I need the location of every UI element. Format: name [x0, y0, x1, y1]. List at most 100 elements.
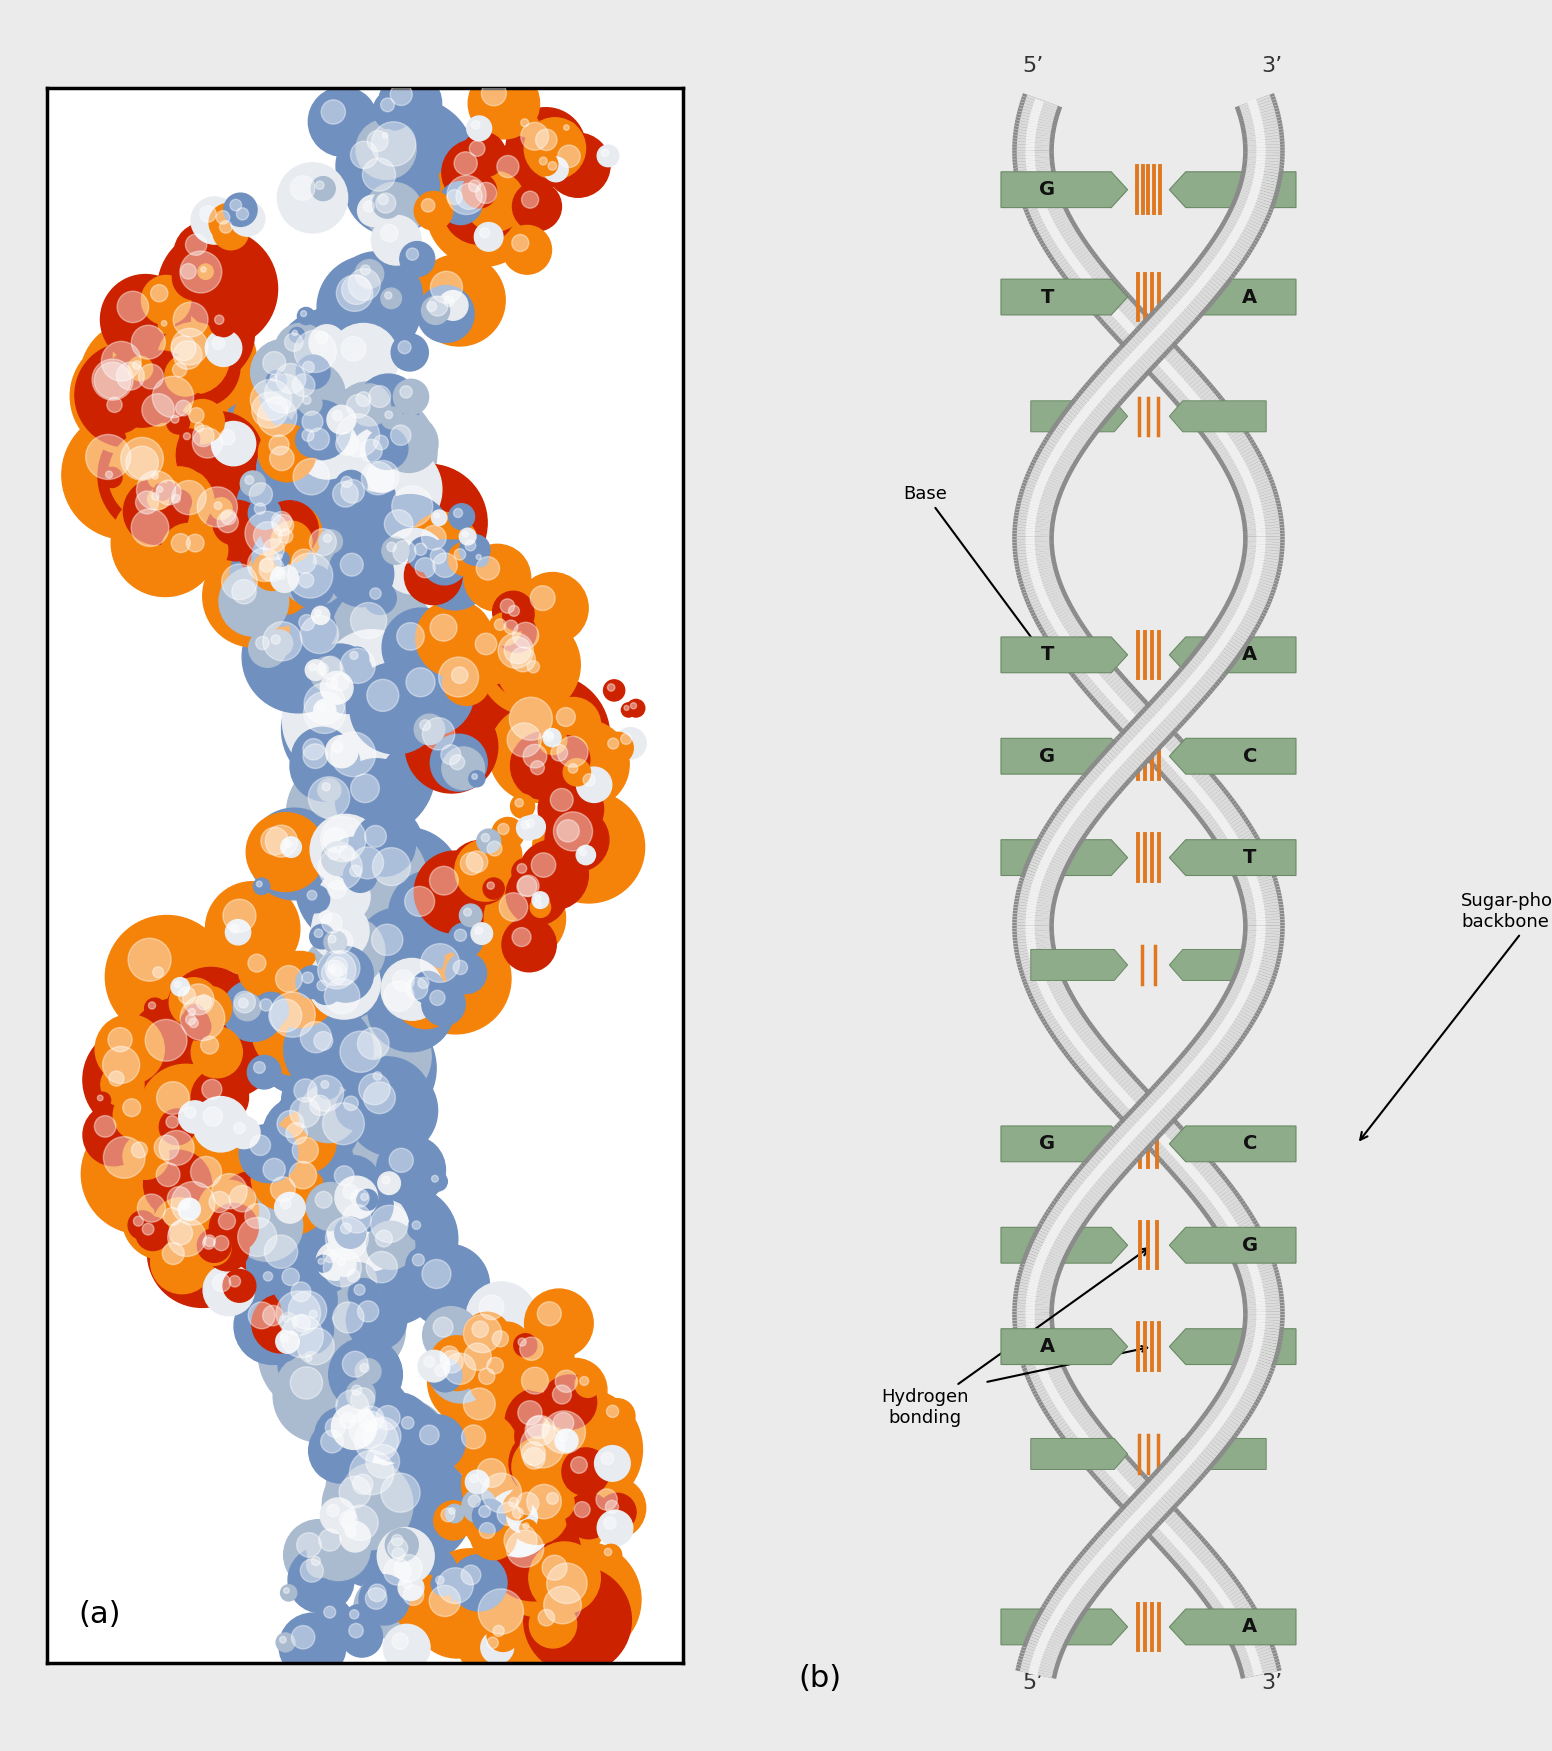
Ellipse shape — [196, 995, 211, 1010]
Ellipse shape — [300, 1084, 357, 1143]
Ellipse shape — [295, 331, 337, 373]
Polygon shape — [1169, 1609, 1296, 1644]
Ellipse shape — [210, 1203, 258, 1252]
Ellipse shape — [504, 1389, 574, 1457]
Ellipse shape — [200, 205, 216, 222]
Ellipse shape — [289, 1290, 327, 1329]
Ellipse shape — [306, 960, 407, 1061]
Ellipse shape — [417, 1350, 450, 1382]
Ellipse shape — [385, 411, 393, 418]
Ellipse shape — [81, 1115, 200, 1234]
Ellipse shape — [248, 809, 340, 900]
Ellipse shape — [430, 548, 445, 564]
Ellipse shape — [92, 359, 133, 401]
Ellipse shape — [303, 361, 315, 373]
Ellipse shape — [380, 224, 397, 242]
Ellipse shape — [349, 1609, 359, 1620]
Ellipse shape — [307, 707, 435, 837]
Ellipse shape — [484, 1322, 529, 1369]
Ellipse shape — [487, 840, 501, 856]
Ellipse shape — [430, 1585, 461, 1616]
Ellipse shape — [130, 354, 248, 473]
Ellipse shape — [203, 1264, 255, 1315]
Ellipse shape — [435, 1364, 447, 1376]
Ellipse shape — [321, 842, 355, 876]
Ellipse shape — [430, 734, 487, 791]
Ellipse shape — [509, 1399, 596, 1485]
Ellipse shape — [497, 613, 535, 651]
Ellipse shape — [464, 1389, 495, 1420]
Ellipse shape — [106, 471, 113, 478]
Ellipse shape — [189, 418, 216, 443]
Ellipse shape — [292, 727, 352, 788]
Ellipse shape — [327, 881, 346, 898]
Ellipse shape — [408, 536, 444, 573]
Text: Hydrogen
bonding: Hydrogen bonding — [882, 1248, 1148, 1427]
Ellipse shape — [408, 1217, 431, 1240]
Polygon shape — [1001, 1126, 1128, 1161]
Ellipse shape — [557, 145, 580, 168]
Polygon shape — [1169, 637, 1296, 672]
Ellipse shape — [355, 907, 444, 996]
Ellipse shape — [535, 152, 557, 175]
Ellipse shape — [312, 177, 335, 201]
Ellipse shape — [343, 1397, 450, 1504]
Ellipse shape — [340, 1511, 357, 1529]
Ellipse shape — [183, 432, 191, 440]
Polygon shape — [1169, 1329, 1296, 1364]
Ellipse shape — [341, 1058, 431, 1147]
Ellipse shape — [349, 662, 441, 755]
Ellipse shape — [129, 1212, 157, 1240]
Ellipse shape — [365, 825, 386, 847]
Ellipse shape — [360, 1364, 369, 1373]
Ellipse shape — [475, 926, 483, 935]
Ellipse shape — [250, 483, 273, 506]
Ellipse shape — [210, 497, 233, 520]
Ellipse shape — [512, 235, 529, 252]
Text: 3’: 3’ — [1260, 56, 1282, 77]
Ellipse shape — [529, 1543, 601, 1613]
Polygon shape — [1169, 401, 1266, 432]
Ellipse shape — [295, 515, 372, 592]
Ellipse shape — [318, 951, 355, 989]
Ellipse shape — [351, 1185, 458, 1292]
Ellipse shape — [462, 1311, 511, 1359]
Text: 5’: 5’ — [1023, 56, 1043, 77]
Ellipse shape — [531, 585, 556, 611]
Ellipse shape — [147, 961, 178, 993]
Ellipse shape — [354, 814, 416, 876]
Ellipse shape — [85, 434, 130, 480]
Ellipse shape — [290, 730, 360, 802]
Ellipse shape — [284, 333, 303, 352]
Ellipse shape — [543, 1586, 582, 1623]
Ellipse shape — [369, 588, 382, 599]
Text: T: T — [1040, 287, 1054, 306]
Ellipse shape — [317, 1077, 340, 1100]
Text: T: T — [1040, 1618, 1054, 1637]
Ellipse shape — [178, 1198, 200, 1220]
Ellipse shape — [531, 760, 545, 774]
Ellipse shape — [360, 1452, 472, 1564]
Ellipse shape — [174, 222, 236, 284]
Ellipse shape — [219, 429, 234, 445]
Ellipse shape — [372, 1072, 382, 1080]
Ellipse shape — [542, 1401, 602, 1460]
Ellipse shape — [307, 644, 372, 711]
Ellipse shape — [247, 1056, 281, 1089]
Ellipse shape — [149, 1002, 155, 1009]
Ellipse shape — [366, 427, 408, 469]
Ellipse shape — [332, 741, 343, 753]
Text: (b): (b) — [798, 1663, 841, 1693]
Ellipse shape — [234, 1122, 245, 1133]
Text: 5’: 5’ — [1023, 1672, 1043, 1693]
Ellipse shape — [123, 1098, 141, 1117]
Ellipse shape — [436, 1576, 444, 1585]
Text: C: C — [1243, 180, 1257, 200]
Ellipse shape — [546, 1492, 559, 1504]
Ellipse shape — [343, 1205, 371, 1233]
Ellipse shape — [169, 977, 219, 1026]
Ellipse shape — [213, 1275, 231, 1292]
Ellipse shape — [192, 1156, 295, 1255]
Ellipse shape — [129, 939, 171, 981]
Ellipse shape — [284, 1005, 372, 1094]
